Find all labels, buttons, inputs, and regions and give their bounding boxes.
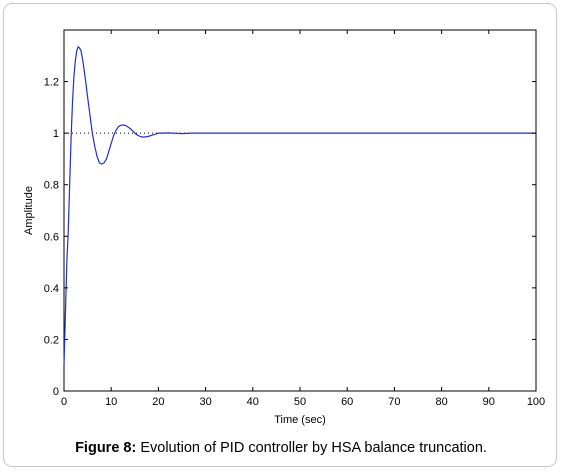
series-line-0 (63, 45, 536, 366)
y-tick-label: 1 (53, 128, 59, 140)
x-tick-label: 100 (527, 396, 545, 408)
plot-area (63, 29, 537, 392)
x-tick-label: 20 (152, 396, 164, 408)
x-tick-label: 80 (435, 396, 447, 408)
caption-text: Evolution of PID controller by HSA balan… (136, 440, 487, 456)
x-tick-label: 60 (341, 396, 353, 408)
y-tick-label: 0.6 (44, 231, 59, 243)
x-axis-label: Time (sec) (274, 414, 326, 426)
y-tick-label: 1.2 (44, 77, 59, 89)
y-tick-label: 0.2 (44, 334, 59, 346)
caption-label: Figure 8: (75, 440, 137, 456)
x-tick-label: 70 (388, 396, 400, 408)
figure-caption: Figure 8: Evolution of PID controller by… (0, 440, 562, 456)
x-tick-label: 50 (294, 396, 306, 408)
x-tick-label: 90 (483, 396, 495, 408)
x-tick-label: 10 (105, 396, 117, 408)
y-tick-label: 0.8 (44, 180, 59, 192)
y-tick-label: 0.4 (44, 283, 59, 295)
x-tick-label: 40 (247, 396, 259, 408)
x-tick-label: 0 (61, 396, 67, 408)
x-tick-label: 30 (199, 396, 211, 408)
step-response-chart: 0 10 20 30 40 50 60 70 80 90 100 0 0.2 0.4 0.6 0.8 1 1.2… (23, 29, 545, 426)
y-tick-label: 0 (53, 386, 59, 398)
y-axis-label: Amplitude (23, 186, 35, 235)
